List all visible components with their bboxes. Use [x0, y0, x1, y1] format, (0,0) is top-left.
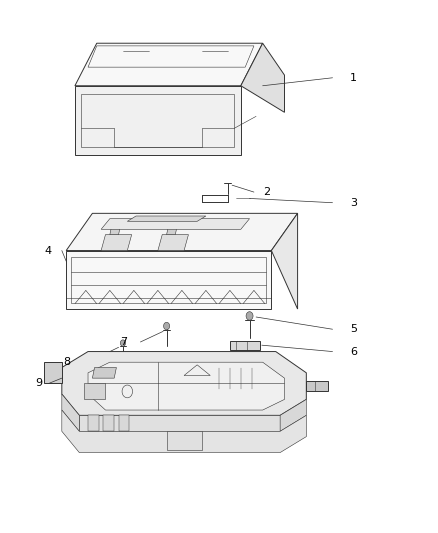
- Text: 1: 1: [350, 73, 357, 83]
- Polygon shape: [158, 235, 188, 251]
- Polygon shape: [92, 368, 117, 378]
- Text: 4: 4: [44, 246, 52, 255]
- Polygon shape: [110, 224, 121, 235]
- Text: 9: 9: [35, 378, 43, 389]
- Text: 2: 2: [263, 187, 270, 197]
- Polygon shape: [306, 381, 328, 391]
- Polygon shape: [62, 394, 79, 431]
- Polygon shape: [119, 415, 130, 431]
- Polygon shape: [84, 383, 106, 399]
- Polygon shape: [79, 415, 280, 431]
- Text: 6: 6: [350, 346, 357, 357]
- Text: 8: 8: [64, 357, 71, 367]
- Text: 3: 3: [350, 198, 357, 208]
- Text: 5: 5: [350, 324, 357, 334]
- Polygon shape: [66, 213, 297, 251]
- Polygon shape: [101, 235, 132, 251]
- Text: 7: 7: [120, 337, 127, 347]
- Polygon shape: [62, 352, 306, 415]
- Polygon shape: [166, 431, 201, 450]
- Polygon shape: [101, 219, 250, 229]
- Polygon shape: [127, 216, 206, 221]
- Polygon shape: [88, 415, 99, 431]
- Polygon shape: [280, 399, 306, 431]
- Polygon shape: [88, 362, 285, 410]
- Circle shape: [120, 340, 126, 346]
- Polygon shape: [75, 43, 263, 86]
- Circle shape: [246, 312, 253, 320]
- Polygon shape: [75, 86, 241, 155]
- Polygon shape: [272, 213, 297, 309]
- Polygon shape: [44, 362, 62, 383]
- Polygon shape: [62, 410, 306, 453]
- Polygon shape: [66, 251, 272, 309]
- Circle shape: [163, 322, 170, 330]
- Polygon shape: [241, 43, 285, 112]
- Polygon shape: [103, 415, 114, 431]
- Polygon shape: [230, 341, 261, 351]
- Polygon shape: [166, 224, 177, 235]
